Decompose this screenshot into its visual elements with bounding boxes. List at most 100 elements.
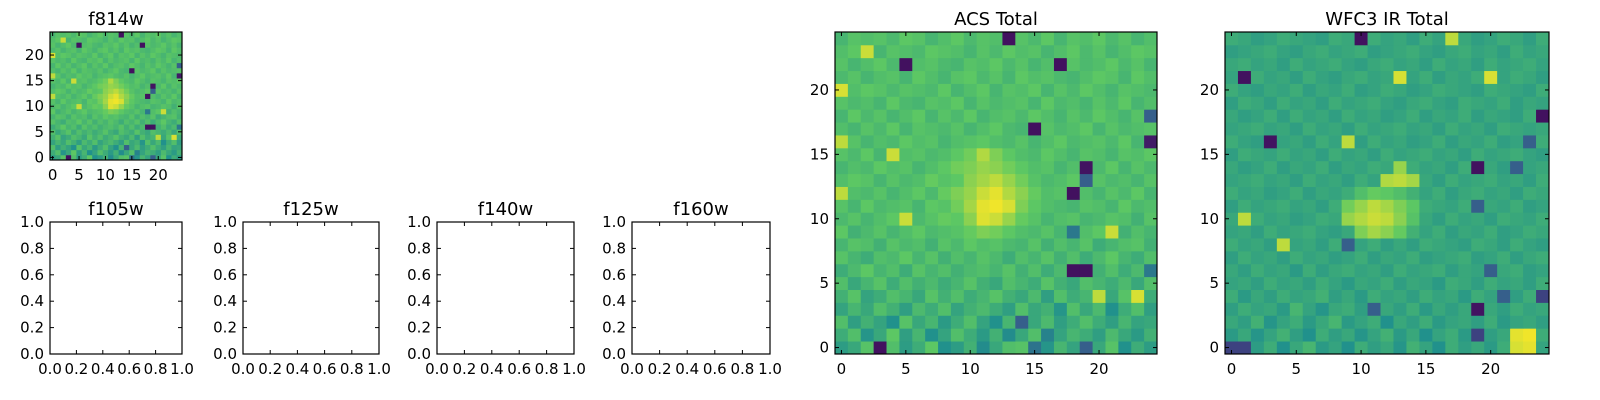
heatmap-cell [1328, 315, 1343, 329]
heatmap-cell [1015, 276, 1029, 290]
heatmap-cell [1367, 147, 1381, 162]
heatmap-cell [1053, 147, 1068, 162]
heatmap-cell [1028, 315, 1042, 329]
x-tick-label: 5 [1292, 360, 1302, 378]
heatmap-cell [108, 78, 114, 84]
heatmap-cell [71, 72, 77, 79]
heatmap-cell [86, 103, 93, 110]
heatmap-cell [1079, 70, 1093, 84]
heatmap-cell [1079, 328, 1093, 342]
y-tick-label: 0.4 [602, 292, 626, 310]
heatmap-cell [1092, 96, 1106, 110]
x-tick-label: 0.6 [117, 360, 141, 378]
heatmap-cell [139, 62, 146, 69]
heatmap-cell [1380, 328, 1394, 342]
heatmap-cell [835, 199, 849, 213]
heatmap-cell [860, 302, 875, 316]
heatmap-cell [989, 225, 1003, 239]
heatmap-cell [1393, 32, 1407, 46]
heatmap-cell [1445, 109, 1459, 123]
heatmap-cell [1289, 186, 1304, 200]
heatmap-cell [155, 108, 162, 115]
heatmap-cell [873, 122, 887, 136]
heatmap-cell [1041, 341, 1055, 355]
heatmap-cell [1432, 57, 1446, 72]
heatmap-cell [1105, 238, 1119, 252]
heatmap-cell [835, 302, 849, 316]
heatmap-cell [1053, 199, 1068, 213]
heatmap-cell [1536, 263, 1550, 278]
heatmap-cell [1144, 250, 1158, 265]
heatmap-cell [1510, 160, 1524, 175]
heatmap-cell [835, 160, 849, 175]
heatmap-cell [150, 57, 156, 64]
heatmap-cell [1015, 44, 1029, 59]
heatmap-cell [134, 113, 141, 120]
heatmap-cell [925, 341, 939, 355]
heatmap-cell [835, 135, 849, 149]
heatmap-cell [1250, 186, 1265, 200]
heatmap-cell [155, 113, 162, 120]
y-tick-label: 0.4 [20, 292, 44, 310]
heatmap-cell [1066, 160, 1081, 175]
heatmap-cell [145, 149, 151, 156]
heatmap-cell [1367, 212, 1381, 226]
heatmap-cell [1458, 122, 1472, 136]
heatmap-cell [176, 88, 183, 94]
axes-frame [1224, 31, 1550, 355]
heatmap-cell [50, 108, 56, 115]
heatmap-cell [989, 199, 1003, 213]
heatmap-cell [1393, 276, 1407, 290]
heatmap-cell [166, 67, 172, 74]
heatmap-cell [1536, 122, 1550, 136]
heatmap-cell [950, 135, 965, 149]
heatmap-cell [123, 62, 130, 69]
heatmap-cell [1263, 341, 1278, 355]
heatmap-cell [950, 212, 965, 226]
heatmap-cell [1276, 276, 1291, 290]
heatmap-cell [1406, 199, 1420, 213]
heatmap-cell [1105, 276, 1119, 290]
heatmap-cell [166, 149, 172, 156]
heatmap-cell [171, 78, 178, 84]
heatmap-cell [989, 341, 1003, 355]
heatmap-cell [81, 78, 88, 84]
heatmap-cell [963, 328, 978, 342]
heatmap-cell [886, 83, 900, 97]
heatmap-cell [1263, 32, 1278, 46]
heatmap-cell [938, 250, 952, 265]
heatmap-cell [1497, 32, 1511, 46]
panel-title: f125w [283, 199, 338, 220]
heatmap-cell [1302, 276, 1317, 290]
heatmap-cell [1497, 199, 1511, 213]
heatmap-cell [1079, 83, 1093, 97]
heatmap-cell [1328, 186, 1343, 200]
heatmap-cell [108, 154, 114, 161]
heatmap-cell [166, 108, 172, 115]
heatmap-cell [1002, 57, 1016, 72]
heatmap-cell [65, 72, 72, 79]
x-tick-label: 0.0 [231, 360, 255, 378]
heatmap-cell [97, 103, 104, 110]
heatmap-cell [860, 315, 875, 329]
heatmap-cell [1250, 238, 1265, 252]
heatmap-cell [1471, 70, 1485, 84]
heatmap-cell [1131, 212, 1145, 226]
heatmap-cell [123, 129, 130, 135]
heatmap-cell [1066, 173, 1081, 187]
heatmap-cell [1484, 289, 1498, 303]
heatmap-cell [1536, 328, 1550, 342]
heatmap-cell [989, 186, 1003, 200]
heatmap-cell [171, 83, 178, 89]
heatmap-cell [1497, 276, 1511, 290]
heatmap-cell [97, 47, 104, 53]
heatmap-cell [123, 139, 130, 146]
heatmap-cell [1406, 341, 1420, 355]
heatmap-cell [1471, 44, 1485, 59]
heatmap-cell [1523, 186, 1537, 200]
heatmap-cell [1354, 160, 1368, 175]
heatmap-cell [1002, 289, 1016, 303]
x-tick-label: 0.2 [648, 360, 672, 378]
heatmap-cell [1263, 212, 1278, 226]
heatmap-cell [1289, 32, 1304, 46]
